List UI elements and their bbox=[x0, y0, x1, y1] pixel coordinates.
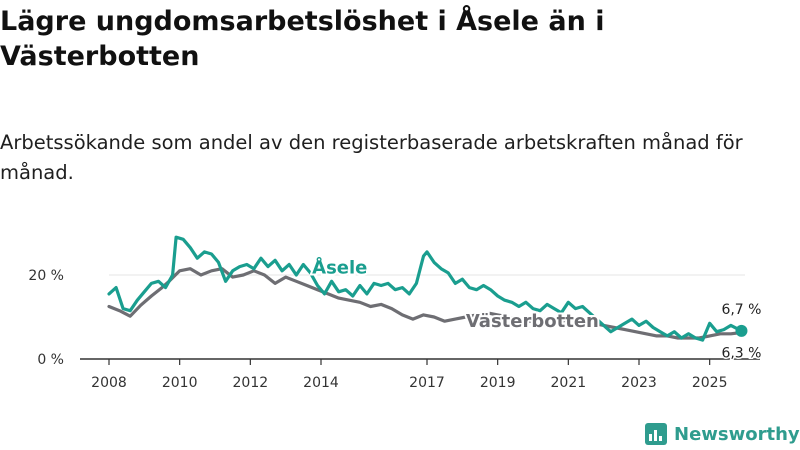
vasterbotten-line bbox=[107, 267, 744, 340]
asele-line bbox=[107, 235, 744, 342]
x-tick-label: 2010 bbox=[162, 375, 198, 391]
brand-name: Newsworthy bbox=[674, 423, 800, 445]
x-tick-label: 2012 bbox=[233, 375, 269, 391]
vasterbotten-end-value-label: 6,3 % bbox=[721, 346, 761, 362]
chart-title: Lägre ungdomsarbetslöshet i Åsele än i V… bbox=[0, 6, 605, 72]
x-tick-label: 2025 bbox=[692, 375, 728, 391]
asele-end-value-label: 6,7 % bbox=[721, 302, 761, 318]
vasterbotten-series-label: Västerbotten bbox=[466, 311, 599, 332]
x-tick-label: 2019 bbox=[480, 375, 516, 391]
y-tick-label: 20 % bbox=[28, 268, 64, 284]
asele-end-point bbox=[735, 324, 748, 337]
asele-series-label: Åsele bbox=[312, 256, 367, 279]
x-tick-label: 2017 bbox=[409, 375, 445, 391]
x-tick-label: 2021 bbox=[551, 375, 587, 391]
x-tick-label: 2023 bbox=[621, 375, 657, 391]
x-tick-label: 2008 bbox=[91, 375, 127, 391]
newsworthy-logo-icon bbox=[645, 423, 667, 445]
y-tick-label: 0 % bbox=[37, 352, 64, 368]
chart-subtitle: Arbetssökande som andel av den registerb… bbox=[0, 131, 743, 184]
x-tick-label: 2014 bbox=[303, 375, 339, 391]
newsworthy-brand: Newsworthy bbox=[645, 420, 800, 448]
